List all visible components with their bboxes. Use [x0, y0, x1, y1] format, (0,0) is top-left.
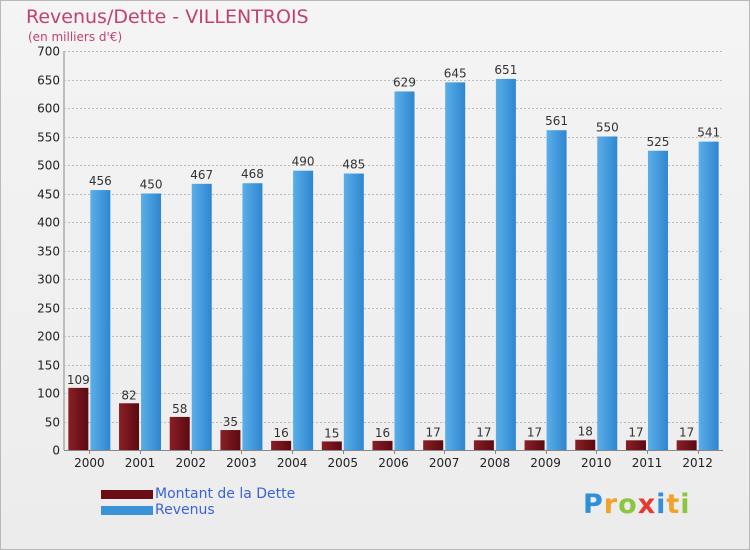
- data-label-revenus-2006: 629: [393, 75, 416, 89]
- bar-revenus-2001: [141, 193, 162, 450]
- bar-revenus-2007: [445, 82, 466, 450]
- legend-swatch-revenus: [101, 506, 153, 515]
- bar-revenus-2010: [597, 136, 618, 450]
- data-label-dette-2010: 18: [578, 425, 593, 439]
- x-tick-label-2009: 2009: [530, 456, 561, 470]
- data-label-dette-2003: 35: [223, 415, 238, 429]
- y-axis-ticks: 0 50 100 150 200 250 300 350 400 450 500 550 600 650 7…: [37, 45, 60, 458]
- y-tick-label: 100: [37, 387, 60, 401]
- data-label-revenus-2005: 485: [342, 158, 365, 172]
- x-tick-label-2001: 2001: [125, 456, 156, 470]
- data-label-dette-2006: 16: [375, 426, 390, 440]
- proxiti-logo: Proxiti: [583, 489, 691, 520]
- data-label-revenus-2011: 525: [647, 135, 670, 149]
- bar-revenus-2004: [293, 170, 314, 450]
- data-label-revenus-2012: 541: [697, 126, 720, 140]
- bar-revenus-2008: [495, 78, 516, 451]
- bar-dette-2011: [625, 440, 646, 450]
- data-label-revenus-2000: 456: [89, 174, 112, 188]
- x-tick-label-2012: 2012: [682, 456, 713, 470]
- data-label-dette-2008: 17: [476, 425, 491, 439]
- data-label-dette-2011: 17: [628, 425, 643, 439]
- data-label-dette-2001: 82: [121, 388, 136, 402]
- bar-dette-2002: [169, 416, 190, 450]
- bar-dette-2004: [271, 440, 292, 450]
- data-label-dette-2012: 17: [679, 425, 694, 439]
- bar-revenus-2003: [242, 183, 263, 451]
- x-tick-label-2007: 2007: [429, 456, 460, 470]
- y-tick-label: 200: [37, 330, 60, 344]
- y-tick-label: 700: [37, 45, 60, 59]
- y-tick-label: 250: [37, 302, 60, 316]
- bar-dette-2007: [423, 440, 444, 450]
- x-tick-label-2000: 2000: [74, 456, 105, 470]
- chart-title: Revenus/Dette - VILLENTROIS: [26, 6, 309, 28]
- y-tick-label: 350: [37, 245, 60, 259]
- data-label-revenus-2009: 561: [545, 114, 568, 128]
- data-label-dette-2005: 15: [324, 426, 339, 440]
- bar-dette-2006: [372, 440, 393, 450]
- y-tick-label: 0: [52, 444, 60, 458]
- bar-dette-2005: [321, 441, 342, 450]
- bars: 109 456 82 450 58 467 35 468 16 490 15 485 16 629 17 64…: [67, 63, 720, 451]
- bar-revenus-2011: [647, 150, 668, 450]
- x-tick-label-2010: 2010: [581, 456, 612, 470]
- y-tick-label: 150: [37, 359, 60, 373]
- x-tick-label-2002: 2002: [175, 456, 206, 470]
- bar-dette-2012: [676, 440, 697, 450]
- y-tick-label: 600: [37, 102, 60, 116]
- x-tick-label-2004: 2004: [277, 456, 308, 470]
- x-axis-ticks: 2000 2001 2002 2003 2004 2005 2006 2007 2008 2009…: [74, 450, 713, 470]
- legend-label-dette: Montant de la Dette: [155, 486, 296, 502]
- data-label-dette-2000: 109: [67, 373, 90, 387]
- x-tick-label-2005: 2005: [328, 456, 359, 470]
- data-label-revenus-2010: 550: [596, 121, 619, 135]
- legend-swatch-dette: [101, 490, 153, 499]
- bar-revenus-2006: [394, 91, 415, 450]
- data-label-revenus-2003: 468: [241, 167, 264, 181]
- data-label-revenus-2007: 645: [444, 66, 467, 80]
- bar-dette-2010: [575, 439, 596, 450]
- x-tick-label-2008: 2008: [480, 456, 511, 470]
- x-tick-label-2011: 2011: [632, 456, 663, 470]
- bar-dette-2008: [473, 440, 494, 450]
- chart-subtitle: (en milliers d'€): [28, 30, 123, 44]
- bar-revenus-2012: [698, 141, 719, 450]
- grid-lines: [63, 51, 723, 451]
- bar-revenus-2000: [90, 190, 111, 450]
- x-tick-label-2003: 2003: [226, 456, 257, 470]
- y-tick-label: 450: [37, 188, 60, 202]
- bar-dette-2003: [220, 430, 241, 450]
- bar-revenus-2009: [546, 130, 567, 451]
- y-tick-label: 550: [37, 131, 60, 145]
- y-tick-label: 50: [45, 416, 60, 430]
- y-tick-label: 400: [37, 216, 60, 230]
- data-label-revenus-2004: 490: [292, 155, 315, 169]
- data-label-revenus-2008: 651: [494, 63, 517, 77]
- x-tick-label-2006: 2006: [378, 456, 409, 470]
- bar-dette-2009: [524, 440, 545, 450]
- bar-revenus-2005: [343, 173, 364, 451]
- bar-dette-2001: [119, 403, 140, 450]
- legend-label-revenus: Revenus: [155, 502, 215, 518]
- data-label-revenus-2001: 450: [140, 178, 163, 192]
- data-label-revenus-2002: 467: [190, 168, 213, 182]
- data-label-dette-2002: 58: [172, 402, 187, 416]
- y-tick-label: 300: [37, 273, 60, 287]
- data-label-dette-2007: 17: [426, 425, 441, 439]
- y-tick-label: 650: [37, 74, 60, 88]
- data-label-dette-2009: 17: [527, 425, 542, 439]
- bar-revenus-2002: [191, 183, 212, 450]
- data-label-dette-2004: 16: [273, 426, 288, 440]
- y-tick-label: 500: [37, 159, 60, 173]
- bar-dette-2000: [68, 387, 89, 450]
